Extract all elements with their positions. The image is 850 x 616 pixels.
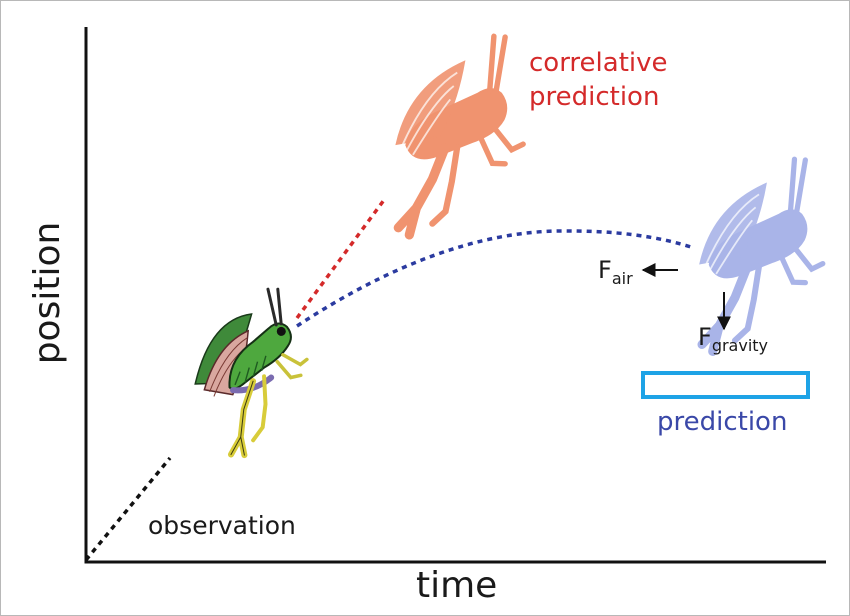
gravity-force-symbol: F bbox=[698, 323, 712, 351]
correlative-grasshopper-icon bbox=[364, 34, 542, 237]
gravity-force-label: Fgravity bbox=[698, 325, 768, 354]
x-axis-label: time bbox=[416, 565, 498, 606]
physics-trajectory bbox=[296, 229, 695, 328]
correlative-prediction-trace bbox=[295, 198, 386, 320]
predicted-grasshopper-icon bbox=[668, 157, 840, 353]
axes-lines bbox=[84, 27, 826, 564]
air-force-subscript: air bbox=[611, 269, 633, 288]
prediction-label: prediction bbox=[657, 407, 788, 437]
correlative-label-line1: correlative bbox=[529, 48, 668, 78]
air-force-symbol: F bbox=[598, 256, 612, 284]
observation-trace bbox=[84, 456, 172, 562]
observed-grasshopper-icon bbox=[194, 287, 309, 459]
correlative-prediction-label: correlative prediction bbox=[529, 47, 668, 115]
observation-label: observation bbox=[148, 511, 296, 540]
correlative-label-line2: prediction bbox=[529, 81, 660, 112]
gravity-force-subscript: gravity bbox=[711, 336, 769, 355]
y-axis-label: position bbox=[27, 221, 68, 365]
air-force-label: Fair bbox=[598, 258, 633, 287]
prediction-box bbox=[641, 371, 810, 399]
